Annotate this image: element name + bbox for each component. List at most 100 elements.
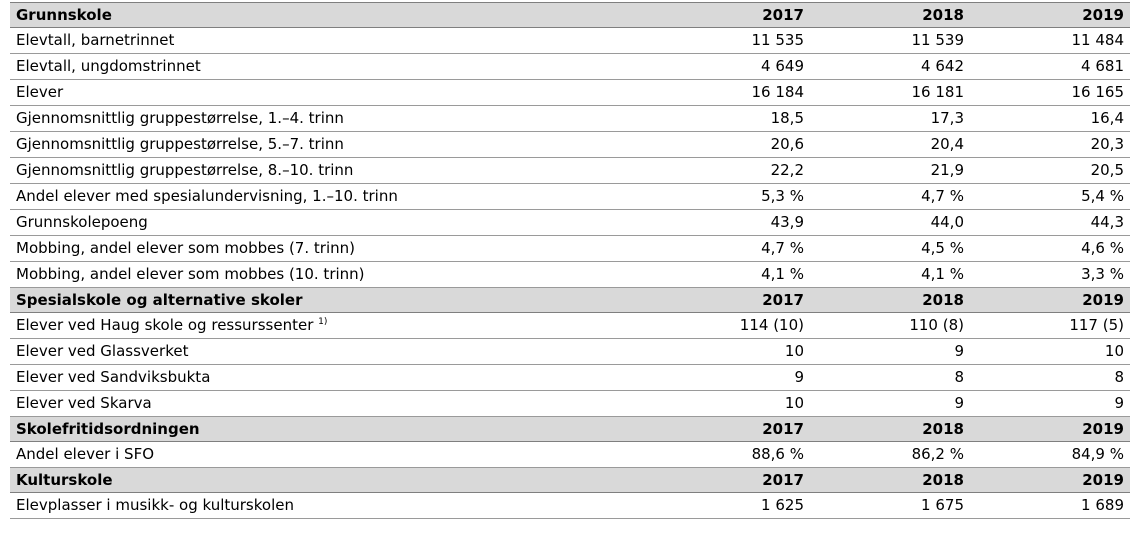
cell-value: 5,4 % [970,183,1130,210]
cell-value: 17,3 [810,105,970,132]
cell-value: 114 (10) [650,312,810,339]
row-label: Elever ved Sandviksbukta [10,364,650,391]
table-row: Elevtall, barnetrinnet 11 535 11 539 11 … [10,27,1130,54]
cell-value: 1 625 [650,492,810,519]
row-label: Gjennomsnittlig gruppestørrelse, 5.–7. t… [10,131,650,158]
cell-value: 4,5 % [810,235,970,262]
section-title: Kulturskole [10,467,650,493]
cell-value: 4,6 % [970,235,1130,262]
section-header-sfo: Skolefritidsordningen 2017 2018 2019 [10,416,1130,442]
row-label: Elever ved Skarva [10,390,650,417]
table-row: Mobbing, andel elever som mobbes (7. tri… [10,235,1130,262]
cell-value: 43,9 [650,209,810,236]
cell-value: 117 (5) [970,312,1130,339]
year-header: 2019 [970,467,1130,493]
table-row: Gjennomsnittlig gruppestørrelse, 5.–7. t… [10,131,1130,158]
row-label: Elever ved Haug skole og ressurssenter [16,316,314,334]
year-header: 2017 [650,416,810,442]
statistics-table: Grunnskole 2017 2018 2019 Elevtall, barn… [10,2,1130,519]
table-row: Andel elever med spesialundervisning, 1.… [10,183,1130,210]
table-row: Elevtall, ungdomstrinnet 4 649 4 642 4 6… [10,53,1130,80]
cell-value: 10 [650,390,810,417]
cell-value: 16 184 [650,79,810,106]
table-row: Andel elever i SFO 88,6 % 86,2 % 84,9 % [10,441,1130,468]
row-label: Elever [10,79,650,106]
cell-value: 8 [970,364,1130,391]
cell-value: 16 165 [970,79,1130,106]
year-header: 2019 [970,416,1130,442]
cell-value: 1 689 [970,492,1130,519]
cell-value: 11 535 [650,27,810,54]
cell-value: 4,1 % [650,261,810,288]
cell-value: 20,6 [650,131,810,158]
year-header: 2019 [970,287,1130,313]
cell-value: 9 [810,338,970,365]
table-row: Elevplasser i musikk- og kulturskolen 1 … [10,492,1130,519]
cell-value: 11 539 [810,27,970,54]
cell-value: 11 484 [970,27,1130,54]
table-row: Mobbing, andel elever som mobbes (10. tr… [10,261,1130,288]
footnote-marker: 1) [318,317,328,327]
cell-value: 20,4 [810,131,970,158]
cell-value: 4,7 % [650,235,810,262]
cell-value: 44,0 [810,209,970,236]
cell-value: 4 642 [810,53,970,80]
cell-value: 9 [810,390,970,417]
cell-value: 9 [970,390,1130,417]
table-row: Elever 16 184 16 181 16 165 [10,79,1130,106]
year-header: 2018 [810,2,970,28]
table-row: Gjennomsnittlig gruppestørrelse, 1.–4. t… [10,105,1130,132]
cell-value: 110 (8) [810,312,970,339]
row-label: Gjennomsnittlig gruppestørrelse, 8.–10. … [10,157,650,184]
table-row: Gjennomsnittlig gruppestørrelse, 8.–10. … [10,157,1130,184]
section-title: Skolefritidsordningen [10,416,650,442]
section-header-grunnskole: Grunnskole 2017 2018 2019 [10,2,1130,28]
row-label: Mobbing, andel elever som mobbes (10. tr… [10,261,650,288]
cell-value: 9 [650,364,810,391]
year-header: 2017 [650,2,810,28]
cell-value: 3,3 % [970,261,1130,288]
cell-value: 4,7 % [810,183,970,210]
cell-value: 4,1 % [810,261,970,288]
table-body: Grunnskole 2017 2018 2019 Elevtall, barn… [10,2,1130,519]
table-row: Elever ved Haug skole og ressurssenter 1… [10,312,1130,339]
year-header: 2019 [970,2,1130,28]
year-header: 2018 [810,287,970,313]
row-label: Elevplasser i musikk- og kulturskolen [10,492,650,519]
row-label: Elever ved Glassverket [10,338,650,365]
cell-value: 1 675 [810,492,970,519]
row-label: Elevtall, ungdomstrinnet [10,53,650,80]
section-header-kulturskole: Kulturskole 2017 2018 2019 [10,467,1130,493]
cell-value: 20,3 [970,131,1130,158]
section-header-spesialskole: Spesialskole og alternative skoler 2017 … [10,287,1130,313]
section-title: Spesialskole og alternative skoler [10,287,650,313]
row-label: Grunnskolepoeng [10,209,650,236]
year-header: 2018 [810,416,970,442]
table-row: Elever ved Sandviksbukta 9 8 8 [10,364,1130,391]
row-label: Gjennomsnittlig gruppestørrelse, 1.–4. t… [10,105,650,132]
row-label: Elevtall, barnetrinnet [10,27,650,54]
cell-value: 10 [650,338,810,365]
section-title: Grunnskole [10,2,650,28]
cell-value: 21,9 [810,157,970,184]
row-label: Mobbing, andel elever som mobbes (7. tri… [10,235,650,262]
cell-value: 5,3 % [650,183,810,210]
row-label: Andel elever i SFO [10,441,650,468]
cell-value: 4 681 [970,53,1130,80]
cell-value: 20,5 [970,157,1130,184]
row-label-with-footnote: Elever ved Haug skole og ressurssenter 1… [10,312,650,339]
year-header: 2017 [650,467,810,493]
cell-value: 86,2 % [810,441,970,468]
cell-value: 84,9 % [970,441,1130,468]
cell-value: 4 649 [650,53,810,80]
table-row: Elever ved Glassverket 10 9 10 [10,338,1130,365]
table-row: Elever ved Skarva 10 9 9 [10,390,1130,417]
cell-value: 88,6 % [650,441,810,468]
cell-value: 16,4 [970,105,1130,132]
cell-value: 8 [810,364,970,391]
year-header: 2018 [810,467,970,493]
cell-value: 16 181 [810,79,970,106]
table-row: Grunnskolepoeng 43,9 44,0 44,3 [10,209,1130,236]
row-label: Andel elever med spesialundervisning, 1.… [10,183,650,210]
